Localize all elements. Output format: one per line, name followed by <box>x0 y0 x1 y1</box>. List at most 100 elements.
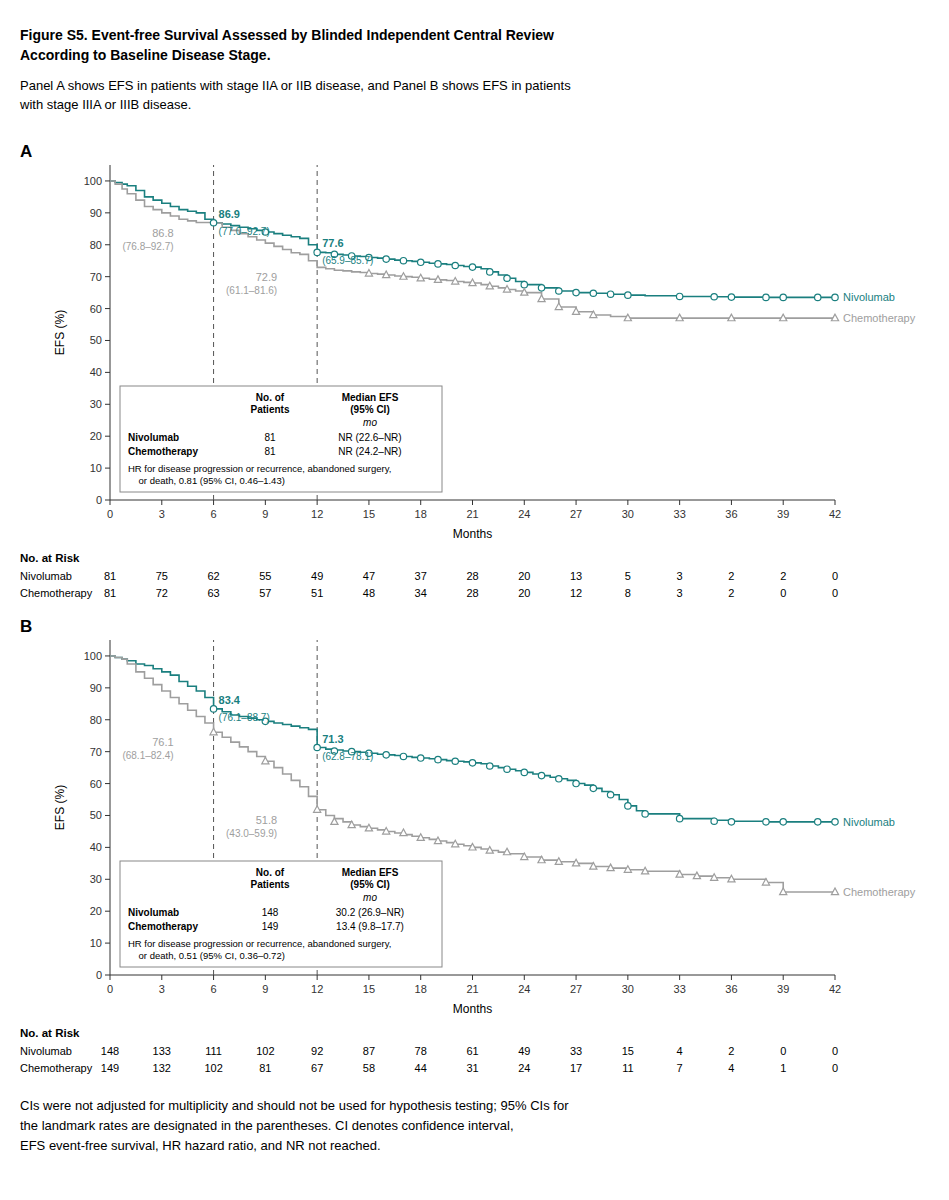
x-tick-label: 39 <box>777 508 789 520</box>
x-tick <box>317 975 318 980</box>
y-tick-label: 20 <box>90 905 102 917</box>
x-tick-label: 0 <box>107 983 113 995</box>
x-tick-label: 39 <box>777 983 789 995</box>
body-text: Panel A shows EFS in patients with stage… <box>20 78 571 93</box>
annotations: 86.9(77.0–92.7)77.6(65.9–85.7)Nivolumab8… <box>122 208 915 324</box>
censor-mark <box>210 728 217 735</box>
x-tick <box>783 975 784 980</box>
censor-mark <box>728 314 735 321</box>
table-row-name: Nivolumab <box>128 432 179 443</box>
x-tick <box>731 500 732 505</box>
censor-mark <box>625 292 631 298</box>
censor-mark <box>487 763 493 769</box>
y-tick-label: 40 <box>90 366 102 378</box>
censor-mark <box>555 858 562 865</box>
landmark-value: 51.8 <box>256 814 277 826</box>
censor-mark <box>831 314 838 321</box>
at-risk-count: 0 <box>832 587 838 599</box>
at-risk-count: 81 <box>104 587 116 599</box>
landmark-value: 86.9 <box>219 208 240 220</box>
at-risk-count: 0 <box>832 1062 838 1074</box>
x-tick-label: 42 <box>829 508 841 520</box>
y-tick <box>105 436 110 437</box>
at-risk-count: 4 <box>677 1045 683 1057</box>
hazard-ratio-text: HR for disease progression or recurrence… <box>128 463 391 474</box>
censor-mark <box>728 294 734 300</box>
x-tick-label: 30 <box>622 983 634 995</box>
at-risk-count: 8 <box>625 587 631 599</box>
x-tick-label: 36 <box>725 983 737 995</box>
curves <box>110 656 839 895</box>
at-risk-table: No. at RiskNivolumab14813311110292877861… <box>20 1027 838 1074</box>
at-risk-count: 92 <box>311 1045 323 1057</box>
at-risk-count: 81 <box>259 1062 271 1074</box>
survival-curve <box>110 656 835 822</box>
at-risk-count: 61 <box>466 1045 478 1057</box>
table-header: Median EFS <box>342 392 399 403</box>
at-risk-count: 0 <box>832 1045 838 1057</box>
censor-mark <box>486 282 493 289</box>
at-risk-row-name: Chemotherapy <box>20 587 93 599</box>
landmark-ci: (76.8–92.7) <box>122 241 173 252</box>
title: According to Baseline Disease Stage. <box>20 47 271 63</box>
at-risk-count: 133 <box>153 1045 171 1057</box>
y-tick <box>105 468 110 469</box>
censor-mark <box>383 827 390 834</box>
at-risk-count: 67 <box>311 1062 323 1074</box>
table-header: No. of <box>256 392 285 403</box>
x-tick <box>213 975 214 980</box>
body-text: with stage IIIA or IIIB disease. <box>19 97 191 112</box>
censor-mark <box>642 811 648 817</box>
table-header: (95% CI) <box>350 404 389 415</box>
y-tick-label: 80 <box>90 239 102 251</box>
y-tick-label: 10 <box>90 462 102 474</box>
at-risk-count: 2 <box>780 570 786 582</box>
landmark-ci: (77.0–92.7) <box>219 226 270 237</box>
y-tick-label: 70 <box>90 271 102 283</box>
at-risk-count: 7 <box>677 1062 683 1074</box>
y-tick-label: 60 <box>90 778 102 790</box>
landmark-ci: (43.0–59.9) <box>226 828 277 839</box>
landmark-value: 72.9 <box>256 271 277 283</box>
x-tick-label: 21 <box>466 983 478 995</box>
x-tick-label: 0 <box>107 508 113 520</box>
x-tick-label: 24 <box>518 983 530 995</box>
censor-mark <box>469 843 476 850</box>
censor-mark <box>486 847 493 854</box>
table-n: 149 <box>262 921 279 932</box>
y-tick-label: 50 <box>90 809 102 821</box>
censor-mark <box>210 706 216 712</box>
censor-mark <box>676 871 683 878</box>
censor-mark <box>815 294 821 300</box>
y-tick <box>105 975 110 976</box>
y-axis-label: EFS (%) <box>53 310 67 355</box>
y-tick <box>105 751 110 752</box>
censor-mark <box>504 275 510 281</box>
censor-mark <box>365 824 372 831</box>
table-header: Patients <box>251 879 290 890</box>
y-tick <box>105 815 110 816</box>
censor-mark <box>314 806 321 813</box>
table-row-name: Chemotherapy <box>128 921 198 932</box>
annotations: 83.4(76.1–88.7)71.3(62.8–78.1)Nivolumab7… <box>122 694 915 898</box>
censor-mark <box>434 837 441 844</box>
censor-mark <box>348 821 355 828</box>
censor-mark <box>693 872 700 879</box>
censor-mark <box>711 294 717 300</box>
censor-mark <box>573 780 579 786</box>
x-tick-label: 12 <box>311 983 323 995</box>
landmark-value: 71.3 <box>322 733 343 745</box>
censor-mark <box>452 840 459 847</box>
x-tick <box>679 975 680 980</box>
at-risk-count: 2 <box>728 1045 734 1057</box>
header: Figure S5. Event-free Survival Assessed … <box>19 27 571 112</box>
censor-mark <box>452 758 458 764</box>
at-risk-count: 57 <box>259 587 271 599</box>
y-tick-label: 100 <box>84 175 102 187</box>
censor-mark <box>590 785 596 791</box>
censor-mark <box>314 249 320 255</box>
censor-mark <box>469 264 475 270</box>
censor-mark <box>831 888 838 895</box>
y-tick-label: 90 <box>90 682 102 694</box>
panel: A036912151821242730333639420102030405060… <box>20 142 916 599</box>
